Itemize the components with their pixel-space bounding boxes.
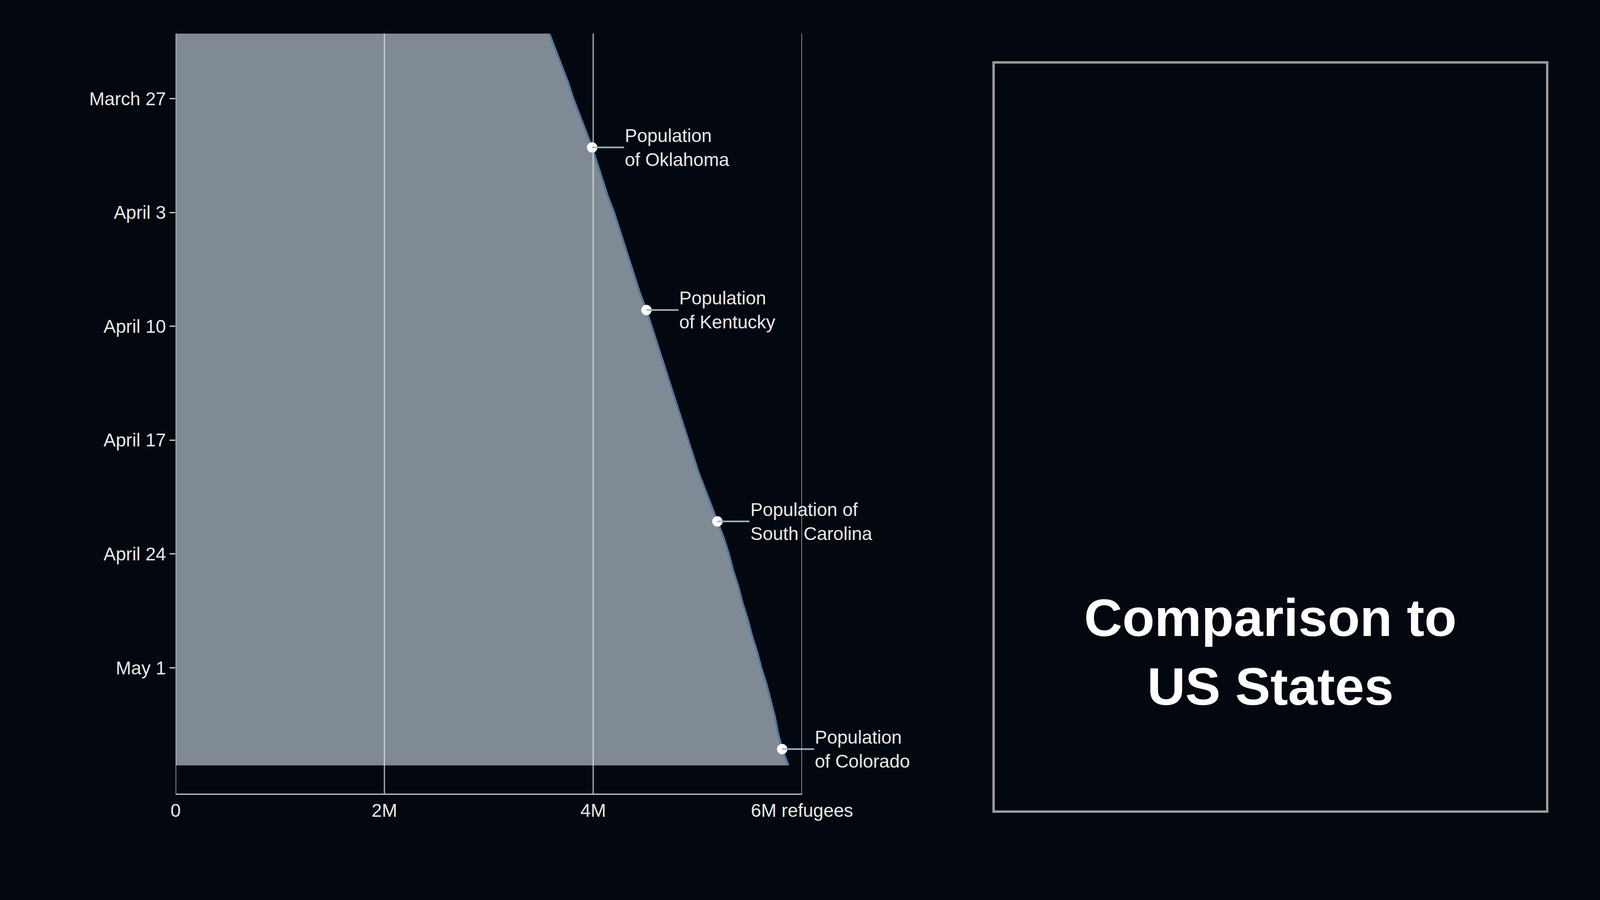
svg-text:Populationof Colorado: Populationof Colorado (814, 726, 910, 772)
svg-text:April 17: April 17 (103, 429, 166, 451)
svg-text:0: 0 (170, 800, 181, 821)
html-text:Comparison to: Comparison to (1084, 588, 1457, 648)
svg-text:April 10: April 10 (103, 316, 166, 337)
svg-text:May 1: May 1 (116, 657, 166, 679)
svg-text:March 27: March 27 (89, 88, 166, 110)
svg-text:April 3: April 3 (113, 202, 166, 223)
svg-text:Populationof Kentucky: Populationof Kentucky (679, 287, 776, 333)
svg-text:4M: 4M (580, 800, 606, 821)
svg-text:2M: 2M (371, 800, 398, 821)
html-text:US States: US States (1147, 657, 1394, 716)
svg-text:Population ofSouth Carolina: Population ofSouth Carolina (750, 499, 873, 544)
svg-text:April 24: April 24 (103, 543, 166, 565)
svg-text:6M refugees: 6M refugees (750, 800, 854, 821)
svg-text:Populationof Oklahoma: Populationof Oklahoma (624, 125, 730, 170)
